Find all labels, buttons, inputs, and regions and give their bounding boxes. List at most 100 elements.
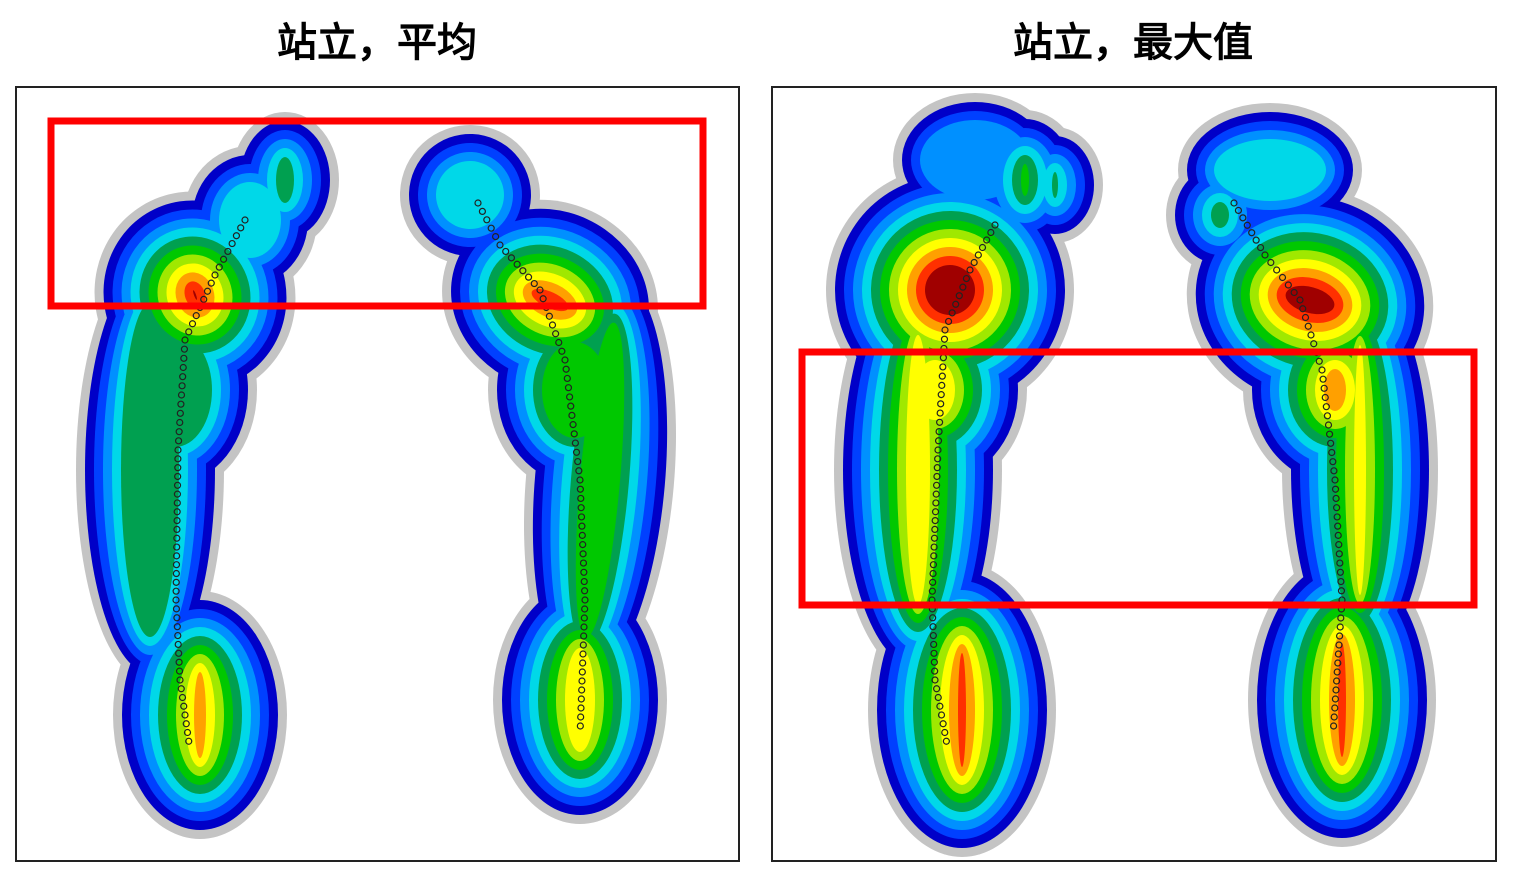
trajectory-dot [576, 476, 584, 484]
trajectory-dot [962, 274, 971, 283]
trajectory-dot [931, 525, 939, 534]
trajectory-dot [177, 400, 185, 408]
trajectory-dot [1337, 614, 1345, 622]
trajectory-dot [1330, 467, 1338, 475]
trajectory-dot [1315, 357, 1323, 365]
trajectory-dot [942, 737, 950, 745]
trajectory-dot [1256, 243, 1265, 252]
trajectory-dot [181, 336, 189, 344]
trajectory-dot [966, 266, 974, 274]
trajectory-dot [175, 428, 183, 436]
trajectory-dot [1331, 695, 1340, 703]
trajectory-dot [555, 338, 563, 347]
trajectory-dot [978, 243, 987, 252]
trajectory-dot [576, 485, 584, 493]
trajectory-dot [929, 561, 938, 569]
trajectory-dot [1333, 504, 1341, 512]
trajectory-dot [1337, 577, 1345, 586]
trajectory-dot [952, 300, 960, 308]
trajectory-dot [1252, 236, 1260, 244]
trajectory-dot [1318, 366, 1326, 374]
trajectory-dot [172, 596, 180, 604]
contour [276, 157, 294, 203]
trajectory-dot [1324, 421, 1333, 429]
trajectory-dot [174, 437, 183, 445]
trajectory-dot [1334, 650, 1343, 658]
trajectory-dot [181, 711, 189, 719]
trajectory-dot [930, 640, 938, 649]
trajectory-dot [991, 221, 999, 229]
trajectory-dot [940, 335, 949, 343]
contour [565, 648, 595, 752]
trajectory-dot [933, 472, 941, 481]
trajectory-dot [552, 330, 560, 338]
trajectory-dot [931, 676, 939, 684]
trajectory-dot [1334, 531, 1342, 539]
trajectory-dot [173, 499, 181, 507]
trajectory-dot [1267, 258, 1275, 267]
trajectory-dot [1243, 221, 1251, 229]
trajectory-dot [928, 587, 936, 595]
trajectory-dot [179, 363, 187, 372]
trajectory-dot [579, 559, 588, 567]
trajectory-dot [578, 677, 586, 685]
trajectory-dot [938, 372, 946, 380]
contour [915, 360, 955, 420]
trajectory-dot [176, 418, 184, 427]
trajectory-dot [177, 391, 186, 399]
trajectory-dot [948, 309, 956, 317]
trajectory-dot [487, 224, 495, 232]
trajectory-dot [172, 552, 181, 560]
trajectory-dot [224, 247, 232, 256]
trajectory-dot [929, 614, 937, 622]
trajectory-dot [530, 279, 538, 288]
trajectory-dot [581, 605, 589, 613]
contour [1354, 345, 1366, 595]
trajectory-dot [1335, 541, 1343, 549]
trajectory-dot [577, 504, 585, 512]
trajectory-dot [936, 409, 944, 417]
trajectory-dot [936, 418, 944, 426]
trajectory-dot [931, 508, 940, 516]
trajectory-dot [568, 411, 576, 419]
trajectory-dot [177, 685, 185, 693]
trajectory-dot [569, 421, 577, 429]
trajectory-dot [1332, 686, 1340, 694]
trajectory-dot [172, 587, 180, 595]
trajectory-dot [1334, 659, 1342, 667]
contour [194, 672, 206, 758]
trajectory-dot [1335, 632, 1344, 640]
trajectory-dot [574, 457, 582, 466]
trajectory-dot [580, 623, 588, 631]
trajectory-dot [483, 216, 491, 224]
trajectory-dot [578, 531, 586, 539]
trajectory-dot [173, 490, 182, 498]
trajectory-dot [219, 255, 228, 263]
trajectory-dot [200, 295, 208, 303]
trajectory-dot [929, 569, 937, 578]
trajectory-dot [933, 464, 941, 472]
trajectory-dot [192, 312, 200, 320]
trajectory-dot [1319, 375, 1327, 383]
trajectory-dot [173, 516, 181, 525]
trajectory-dot [937, 711, 946, 719]
trajectory-dot [566, 393, 574, 401]
trajectory-dot [1331, 704, 1339, 712]
trajectory-dot [1331, 485, 1340, 493]
trajectory-dot [970, 258, 978, 267]
trajectory-dot [578, 522, 586, 530]
trajectory-dot [185, 328, 193, 336]
trajectory-dot [939, 720, 947, 728]
trajectory-dot [176, 676, 184, 684]
trajectory-dot [974, 251, 982, 259]
trajectory-dot [1332, 677, 1341, 685]
trajectory-dot [937, 391, 945, 399]
trajectory-dot [174, 464, 182, 472]
trajectory-dot [1323, 412, 1332, 420]
highlight-box [798, 348, 1478, 609]
pressure-map [826, 93, 1438, 857]
trajectory-dot [579, 541, 587, 549]
trajectory-dot [959, 283, 967, 291]
trajectory-dot [207, 279, 215, 287]
trajectory-dot [1320, 384, 1328, 392]
